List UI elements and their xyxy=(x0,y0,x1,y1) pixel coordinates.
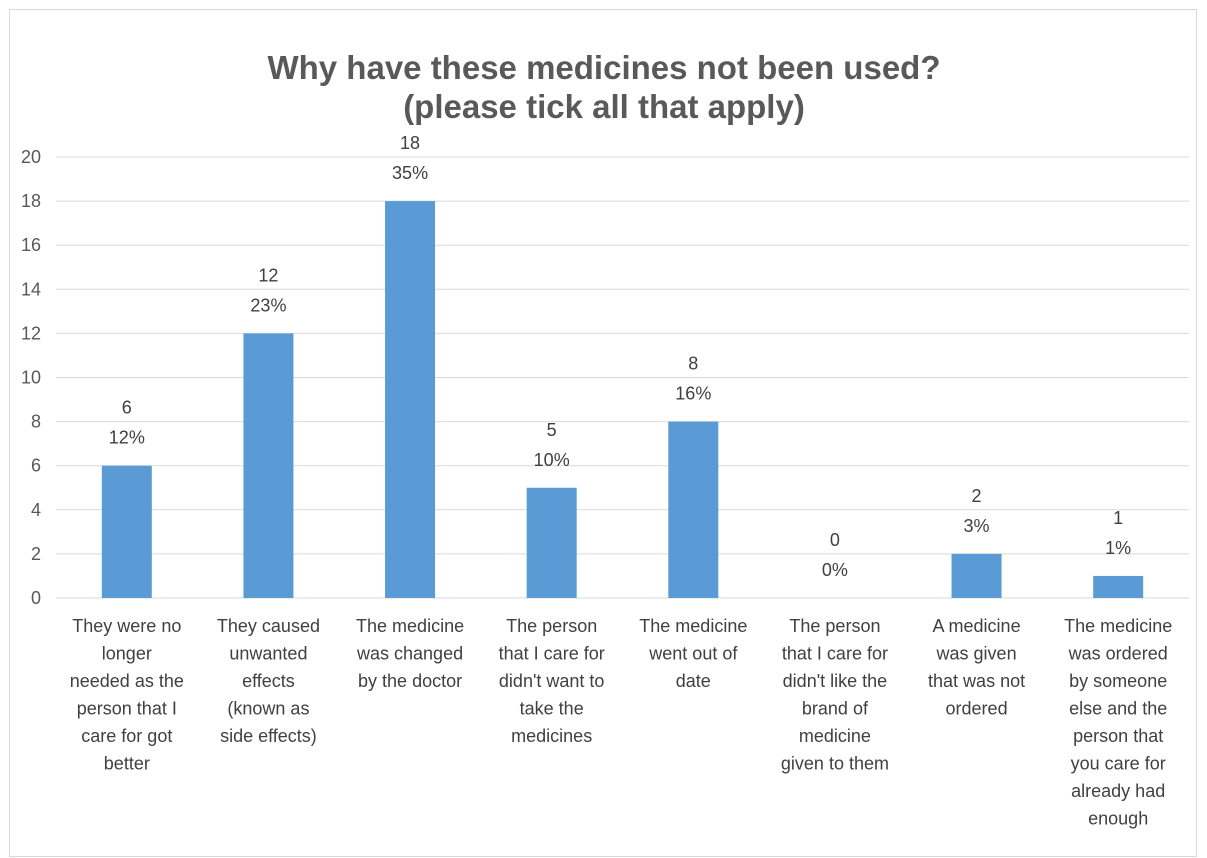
x-category-label-line: The medicine xyxy=(1064,616,1172,636)
x-category-label-line: ordered xyxy=(946,699,1008,719)
bar xyxy=(385,201,436,598)
data-label-percent: 0% xyxy=(822,560,848,580)
x-category-label-line: given to them xyxy=(781,754,889,774)
data-label-value: 0 xyxy=(830,530,840,550)
y-tick-label: 16 xyxy=(21,235,41,255)
data-label-value: 18 xyxy=(400,133,420,153)
x-category-label-line: medicines xyxy=(511,726,592,746)
data-label-value: 8 xyxy=(688,354,698,374)
x-category-label-line: you care for xyxy=(1071,754,1166,774)
y-axis-tick-labels: 0 2 4 6 8 10 12 14 16 18 20 xyxy=(21,147,41,608)
y-tick-label: 6 xyxy=(31,456,41,476)
data-label-percent: 12% xyxy=(109,428,145,448)
x-category-label-line: that I care for xyxy=(499,644,605,664)
x-category-label-line: needed as the xyxy=(70,671,184,691)
data-label-percent: 16% xyxy=(675,384,711,404)
x-category-label-line: They were no xyxy=(72,616,181,636)
x-category-label-line: else and the xyxy=(1069,699,1167,719)
x-category-label-line: side effects) xyxy=(220,726,317,746)
x-category-label-line: didn't want to xyxy=(499,671,605,691)
x-category-label-line: was ordered xyxy=(1068,644,1168,664)
data-label-percent: 10% xyxy=(534,450,570,470)
data-label-percent: 1% xyxy=(1105,538,1131,558)
data-label-percent: 3% xyxy=(964,516,990,536)
data-label-value: 5 xyxy=(547,420,557,440)
bar xyxy=(526,487,577,598)
x-category-label-line: person that xyxy=(1073,726,1163,746)
x-category-label-line: They caused xyxy=(217,616,320,636)
y-tick-label: 4 xyxy=(31,500,41,520)
data-label-value: 1 xyxy=(1113,508,1123,528)
data-label-value: 2 xyxy=(972,486,982,506)
x-category-label-line: The medicine xyxy=(356,616,464,636)
bar xyxy=(951,553,1002,598)
chart-frame: Why have these medicines not been used? … xyxy=(9,9,1197,857)
y-tick-label: 10 xyxy=(21,368,41,388)
data-label-value: 12 xyxy=(258,265,278,285)
x-category-label-line: The person xyxy=(506,616,597,636)
x-category-label-line: person that I xyxy=(77,699,177,719)
x-category-label-line: date xyxy=(676,671,711,691)
x-category-label-line: that I care for xyxy=(782,644,888,664)
bar-chart: Why have these medicines not been used? … xyxy=(21,49,1189,829)
y-tick-label: 2 xyxy=(31,544,41,564)
x-category-label-line: care for got xyxy=(81,726,172,746)
x-category-label-line: enough xyxy=(1088,809,1148,829)
chart-title-line-2: (please tick all that apply) xyxy=(403,88,805,125)
chart-title-line-1: Why have these medicines not been used? xyxy=(267,49,940,86)
y-tick-label: 12 xyxy=(21,323,41,343)
x-category-label-line: take the xyxy=(520,699,584,719)
x-category-label-line: A medicine xyxy=(933,616,1021,636)
x-category-label-line: brand of xyxy=(802,699,869,719)
x-category-label-line: medicine xyxy=(799,726,871,746)
bar xyxy=(1093,575,1144,598)
x-category-label-line: was given xyxy=(936,644,1017,664)
bar xyxy=(101,465,152,598)
data-label-percent: 23% xyxy=(250,295,286,315)
y-tick-label: 0 xyxy=(31,588,41,608)
bar xyxy=(243,333,294,598)
data-label-percent: 35% xyxy=(392,163,428,183)
x-category-label-line: The person xyxy=(789,616,880,636)
x-category-label-line: by the doctor xyxy=(358,671,462,691)
x-category-label-line: didn't like the xyxy=(783,671,888,691)
chart-title: Why have these medicines not been used? … xyxy=(267,49,940,125)
x-category-label-line: unwanted xyxy=(229,644,307,664)
y-tick-label: 14 xyxy=(21,279,41,299)
y-tick-label: 20 xyxy=(21,147,41,167)
y-tick-label: 18 xyxy=(21,191,41,211)
x-axis-category-labels: They were no longer needed as the person th… xyxy=(70,616,1172,829)
bars xyxy=(101,201,1144,598)
x-category-label-line: (known as xyxy=(227,699,309,719)
x-category-label-line: effects xyxy=(242,671,295,691)
x-category-label-line: by someone xyxy=(1069,671,1167,691)
bar xyxy=(668,421,719,598)
data-label-value: 6 xyxy=(122,398,132,418)
x-category-label-line: The medicine xyxy=(639,616,747,636)
x-category-label-line: that was not xyxy=(928,671,1025,691)
x-category-label-line: went out of xyxy=(648,644,738,664)
x-category-label-line: better xyxy=(104,754,150,774)
gridlines xyxy=(56,156,1189,599)
y-tick-label: 8 xyxy=(31,412,41,432)
x-category-label-line: was changed xyxy=(356,644,463,664)
x-category-label-line: already had xyxy=(1071,781,1165,801)
x-category-label-line: longer xyxy=(102,644,152,664)
